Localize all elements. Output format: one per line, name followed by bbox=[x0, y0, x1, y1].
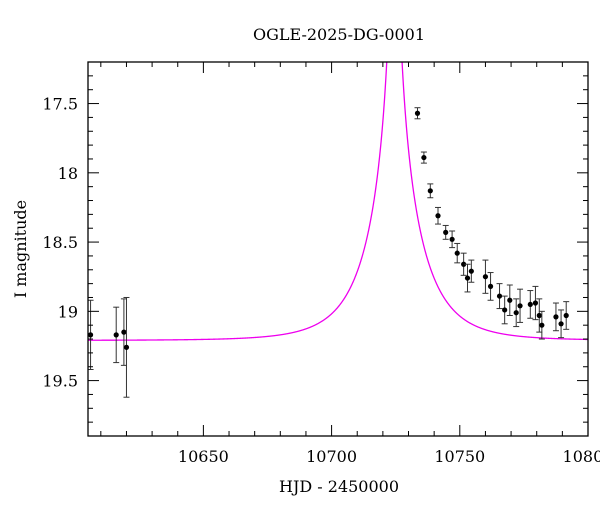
y-tick-label: 18 bbox=[58, 164, 78, 183]
data-point bbox=[449, 230, 456, 249]
data-marker bbox=[553, 314, 559, 320]
data-point bbox=[460, 252, 467, 276]
data-marker bbox=[532, 300, 539, 306]
data-marker bbox=[88, 332, 94, 338]
data-marker bbox=[113, 332, 119, 338]
data-point bbox=[427, 183, 434, 199]
data-marker bbox=[121, 329, 127, 335]
data-point bbox=[414, 107, 421, 120]
y-axis-label: I magnitude bbox=[11, 200, 30, 298]
data-marker bbox=[464, 275, 471, 281]
data-marker bbox=[461, 261, 467, 267]
data-point bbox=[454, 242, 461, 264]
data-point bbox=[120, 298, 127, 366]
axis-ticks bbox=[88, 62, 589, 436]
data-point bbox=[501, 295, 508, 325]
data-point bbox=[536, 298, 543, 333]
x-tick-label: 10650 bbox=[178, 447, 229, 466]
data-marker bbox=[513, 310, 519, 316]
data-marker bbox=[435, 213, 441, 219]
data-point bbox=[482, 259, 489, 294]
data-point bbox=[123, 296, 130, 398]
data-point bbox=[496, 283, 503, 310]
data-point bbox=[420, 151, 427, 164]
x-axis-label: HJD - 2450000 bbox=[279, 477, 399, 496]
data-point bbox=[513, 298, 520, 328]
data-marker bbox=[507, 297, 513, 303]
data-marker bbox=[496, 293, 503, 299]
data-marker bbox=[454, 250, 460, 256]
x-tick-label: 10750 bbox=[434, 447, 485, 466]
data-point bbox=[517, 288, 524, 323]
plot-data bbox=[88, 62, 588, 398]
data-point bbox=[464, 263, 471, 293]
data-point bbox=[506, 284, 513, 316]
data-marker bbox=[563, 312, 569, 319]
data-point bbox=[113, 306, 120, 364]
data-marker bbox=[123, 344, 130, 350]
x-tick-label: 10800 bbox=[563, 447, 600, 466]
y-tick-label: 19.5 bbox=[42, 372, 78, 391]
data-point bbox=[538, 310, 545, 340]
data-point bbox=[527, 290, 534, 319]
data-point bbox=[552, 302, 559, 332]
data-marker bbox=[517, 303, 523, 309]
data-marker bbox=[536, 312, 542, 319]
data-point bbox=[442, 224, 449, 240]
plot-frame bbox=[87, 61, 589, 437]
data-point bbox=[558, 309, 565, 339]
y-tick-label: 17.5 bbox=[42, 95, 78, 114]
y-tick-label: 19 bbox=[58, 302, 78, 321]
data-marker bbox=[427, 188, 433, 194]
y-tick-label: 18.5 bbox=[42, 233, 78, 252]
data-marker bbox=[482, 274, 489, 280]
data-marker bbox=[449, 236, 455, 242]
data-marker bbox=[527, 301, 533, 308]
data-marker bbox=[468, 268, 474, 274]
data-point bbox=[563, 301, 570, 330]
data-marker bbox=[539, 322, 545, 328]
data-point bbox=[532, 285, 539, 321]
plot-area: 10650 10700 10750 10800 17.5 18 18.5 19 19.5 bbox=[42, 61, 600, 466]
chart-title: OGLE-2025-DG-0001 bbox=[253, 25, 425, 44]
data-marker bbox=[443, 229, 449, 235]
data-point bbox=[435, 206, 441, 225]
x-tick-label: 10700 bbox=[306, 447, 357, 466]
data-marker bbox=[487, 283, 494, 289]
data-point bbox=[468, 259, 475, 283]
data-marker bbox=[421, 154, 427, 161]
data-point bbox=[487, 272, 494, 301]
data-marker bbox=[502, 307, 508, 313]
data-marker bbox=[414, 110, 421, 116]
model-curve bbox=[88, 62, 588, 341]
data-marker bbox=[558, 321, 564, 327]
